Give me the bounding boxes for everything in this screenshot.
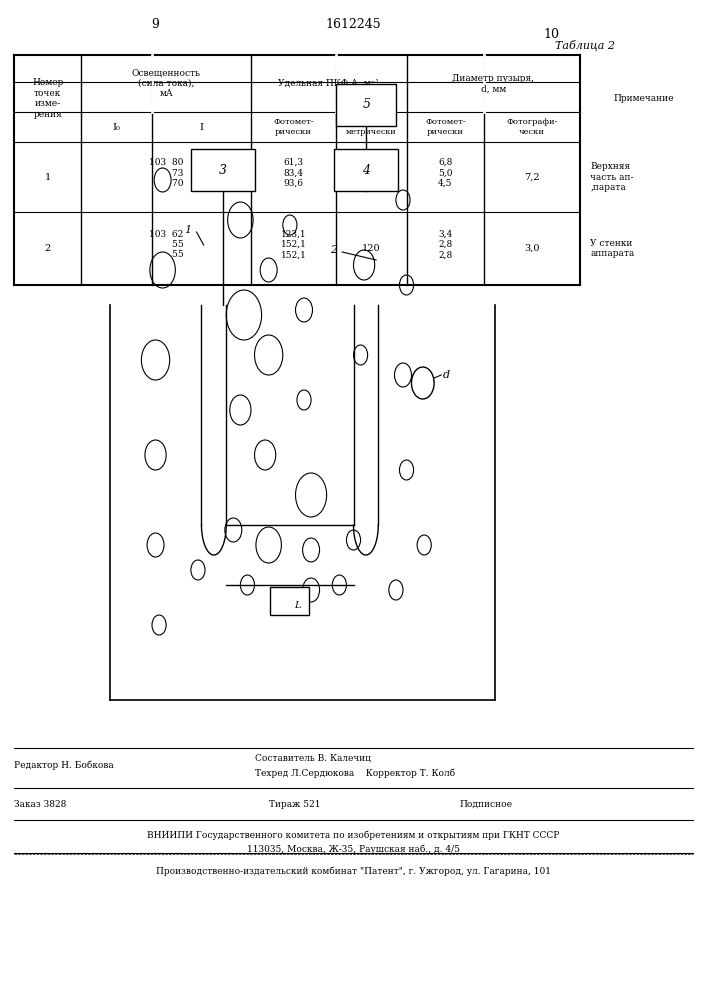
- Text: 61,3
83,4
93,6: 61,3 83,4 93,6: [284, 158, 303, 188]
- Text: Заказ 3828: Заказ 3828: [14, 800, 66, 809]
- Text: 1: 1: [45, 172, 51, 182]
- Text: Кондукто-
метрически: Кондукто- метрически: [346, 118, 397, 136]
- Text: 123,1
152,1
152,1: 123,1 152,1 152,1: [281, 230, 306, 259]
- Text: Фотомет-
рически: Фотомет- рически: [273, 118, 314, 136]
- Text: 6,8
5,0
4,5: 6,8 5,0 4,5: [438, 158, 452, 188]
- Text: ВНИИПИ Государственного комитета по изобретениям и открытиям при ГКНТ СССР: ВНИИПИ Государственного комитета по изоб…: [147, 831, 560, 840]
- Text: I: I: [199, 122, 204, 131]
- Text: L: L: [293, 602, 300, 610]
- Bar: [337, 84, 396, 126]
- Text: Подписное: Подписное: [460, 800, 513, 809]
- Text: Редактор Н. Бобкова: Редактор Н. Бобкова: [14, 761, 114, 770]
- Text: 2: 2: [45, 244, 51, 253]
- Text: d: d: [443, 370, 450, 380]
- Text: Освещенность
(сила тока),
мА: Освещенность (сила тока), мА: [132, 69, 201, 98]
- Text: У стенки
аппарата: У стенки аппарата: [590, 239, 635, 258]
- Text: Производственно-издательский комбинат "Патент", г. Ужгород, ул. Гагарина, 101: Производственно-издательский комбинат "П…: [156, 867, 551, 876]
- Text: 7,2: 7,2: [524, 172, 540, 182]
- Bar: [334, 149, 398, 191]
- Text: 1: 1: [184, 225, 191, 235]
- Text: 113035, Москва, Ж-35, Раушская наб., д. 4/5: 113035, Москва, Ж-35, Раушская наб., д. …: [247, 845, 460, 854]
- Text: 50: 50: [365, 172, 378, 182]
- Text: 5: 5: [362, 99, 370, 111]
- Text: Диаметр пузыря,
d, мм: Диаметр пузыря, d, мм: [452, 74, 534, 93]
- Text: Фотографи-
чески: Фотографи- чески: [506, 118, 558, 136]
- Text: 3,0: 3,0: [525, 244, 539, 253]
- Text: Фотомет-
рически: Фотомет- рически: [425, 118, 466, 136]
- Bar: [191, 149, 255, 191]
- Text: Таблица 2: Таблица 2: [555, 39, 615, 51]
- Text: Примечание: Примечание: [613, 94, 674, 103]
- Text: 4: 4: [362, 163, 370, 176]
- Text: Номер
точек
изме-
рения: Номер точек изме- рения: [32, 78, 64, 119]
- Text: Тираж 521: Тираж 521: [269, 800, 320, 809]
- Text: 9: 9: [151, 18, 160, 31]
- Text: 10: 10: [544, 28, 559, 41]
- Text: 1612245: 1612245: [326, 18, 381, 31]
- Bar: [270, 587, 310, 615]
- Text: 103  80
        73
        70: 103 80 73 70: [149, 158, 183, 188]
- Text: Удельная ПКФ А, м⁻¹: Удельная ПКФ А, м⁻¹: [279, 79, 379, 88]
- Text: Составитель В. Калечиц: Составитель В. Калечиц: [255, 753, 370, 762]
- Text: Верхняя
часть ап-
,парата: Верхняя часть ап- ,парата: [590, 162, 634, 192]
- Text: 103  62
        55
        55: 103 62 55 55: [148, 230, 184, 259]
- Text: I₀: I₀: [112, 122, 121, 131]
- Text: 3: 3: [218, 163, 227, 176]
- Text: 120: 120: [362, 244, 380, 253]
- Text: 2: 2: [330, 245, 337, 255]
- Text: Техред Л.Сердюкова    Корректор Т. Колб: Техред Л.Сердюкова Корректор Т. Колб: [255, 768, 455, 778]
- Text: 3,4
2,8
2,8: 3,4 2,8 2,8: [438, 230, 452, 259]
